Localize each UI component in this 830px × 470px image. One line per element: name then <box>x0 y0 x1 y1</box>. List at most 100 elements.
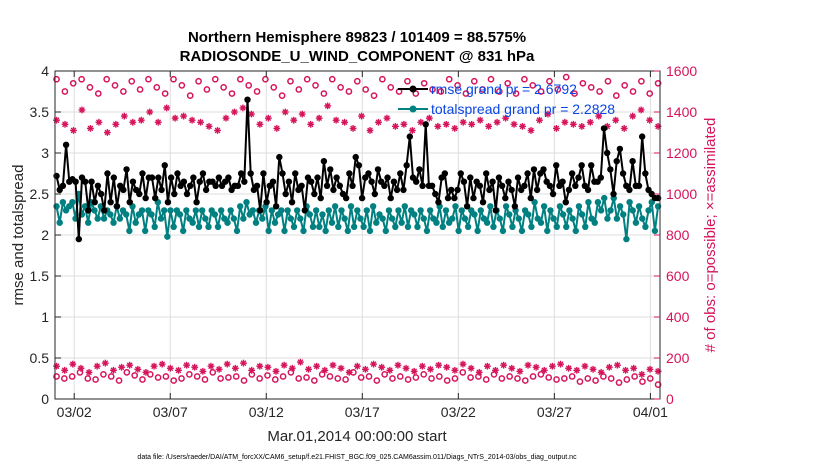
rmse-point <box>126 199 133 206</box>
y-right-tick-label: 1400 <box>666 104 697 120</box>
obs-assimilated-point <box>418 362 426 370</box>
obs-assimilated-point <box>427 365 434 373</box>
totalspread-point <box>205 223 212 230</box>
asterisk-stroke <box>519 123 526 130</box>
totalspread-point <box>252 219 260 226</box>
totalspread-point <box>56 219 63 226</box>
obs-possible-point <box>256 375 264 382</box>
obs-possible-point <box>357 374 365 381</box>
obs-possible-point <box>303 374 310 381</box>
obs-assimilated-point <box>307 120 315 128</box>
asterisk-stroke <box>370 361 377 368</box>
obs-possible-point <box>353 77 361 85</box>
obs-possible-point <box>295 86 303 93</box>
rmse-point <box>422 121 429 128</box>
asterisk-stroke <box>570 121 577 128</box>
rmse-point <box>381 182 388 189</box>
obs-possible-point <box>631 373 638 380</box>
obs-possible-point <box>100 371 107 378</box>
y-right-tick-label: 0 <box>666 391 674 407</box>
obs-possible-point <box>337 84 344 91</box>
totalspread-point <box>544 227 551 235</box>
obs-possible-point <box>623 376 631 383</box>
asterisk-stroke <box>341 119 348 126</box>
asterisk-stroke <box>199 368 206 375</box>
obs-assimilated-point <box>370 360 377 368</box>
obs-possible-point <box>61 88 69 95</box>
obs-assimilated-point <box>459 118 467 126</box>
obs-possible-point <box>646 90 654 97</box>
obs-possible-point <box>217 375 224 382</box>
rmse-point <box>225 174 232 181</box>
totalspread-point <box>639 215 646 222</box>
asterisk-stroke <box>561 119 568 126</box>
asterisk-stroke <box>346 369 353 376</box>
rmse-point <box>498 182 506 189</box>
obs-assimilated-point <box>171 114 179 122</box>
obs-assimilated-point <box>273 125 281 132</box>
obs-assimilated-point <box>199 367 207 375</box>
obs-assimilated-point <box>646 116 654 124</box>
asterisk-stroke <box>587 119 594 126</box>
rmse-point <box>196 178 203 185</box>
obs-assimilated-point <box>137 116 145 124</box>
totalspread-point <box>91 207 98 214</box>
rmse-point <box>397 170 404 177</box>
rmse-point <box>307 178 315 185</box>
obs-possible-point <box>107 373 115 380</box>
legend-rmse-label: rmse grand pr = 2.6792 <box>431 81 577 97</box>
asterisk-stroke <box>265 115 272 122</box>
totalspread-point <box>373 219 380 226</box>
rmse-point <box>101 207 108 214</box>
rmse-point <box>85 207 92 214</box>
obs-possible-point <box>123 369 131 376</box>
totalspread-point <box>290 223 298 230</box>
obs-possible-point <box>111 82 119 89</box>
obs-assimilated-point <box>435 361 442 369</box>
rmse-point <box>492 207 499 214</box>
rmse-point <box>120 186 127 194</box>
obs-assimilated-point <box>386 366 394 374</box>
obs-assimilated-point <box>400 120 408 128</box>
totalspread-point <box>569 215 576 222</box>
obs-possible-point <box>225 374 232 381</box>
totalspread-point <box>179 227 187 235</box>
totalspread-point <box>547 207 554 214</box>
totalspread-point <box>132 219 139 226</box>
rmse-point <box>72 178 79 185</box>
obs-assimilated-point <box>434 122 442 130</box>
rmse-point <box>180 178 188 185</box>
rmse-point <box>272 203 280 210</box>
obs-count-markers <box>53 73 662 388</box>
rmse-point <box>444 194 452 202</box>
asterisk-stroke <box>378 364 385 371</box>
totalspread-point <box>461 215 469 222</box>
totalspread-point <box>224 219 231 226</box>
asterisk-stroke <box>183 362 190 369</box>
rmse-point <box>483 170 490 177</box>
totalspread-point <box>236 203 244 210</box>
obs-possible-point <box>639 378 646 385</box>
totalspread-point <box>420 215 427 222</box>
rmse-point <box>572 182 579 189</box>
obs-possible-point <box>139 376 146 383</box>
asterisk-stroke <box>316 115 323 122</box>
obs-possible-point <box>287 77 294 85</box>
rmse-point <box>447 186 455 194</box>
rmse-point <box>470 194 477 202</box>
totalspread-point <box>217 207 225 214</box>
totalspread-point <box>382 227 390 235</box>
asterisk-stroke <box>511 121 517 128</box>
axis-ticks: 03/02 03/07 03/12 03/17 03/22 03/27 04/0100.51… <box>30 63 698 420</box>
obs-possible-point <box>232 373 240 380</box>
obs-possible-point <box>428 375 435 382</box>
asterisk-stroke <box>216 366 223 373</box>
totalspread-point <box>293 207 301 214</box>
totalspread-point <box>183 207 190 214</box>
y-right-tick-label: 1600 <box>666 63 697 79</box>
totalspread-point <box>141 227 149 235</box>
obs-assimilated-point <box>95 118 103 126</box>
obs-possible-point <box>128 77 136 85</box>
rmse-point <box>237 170 245 177</box>
